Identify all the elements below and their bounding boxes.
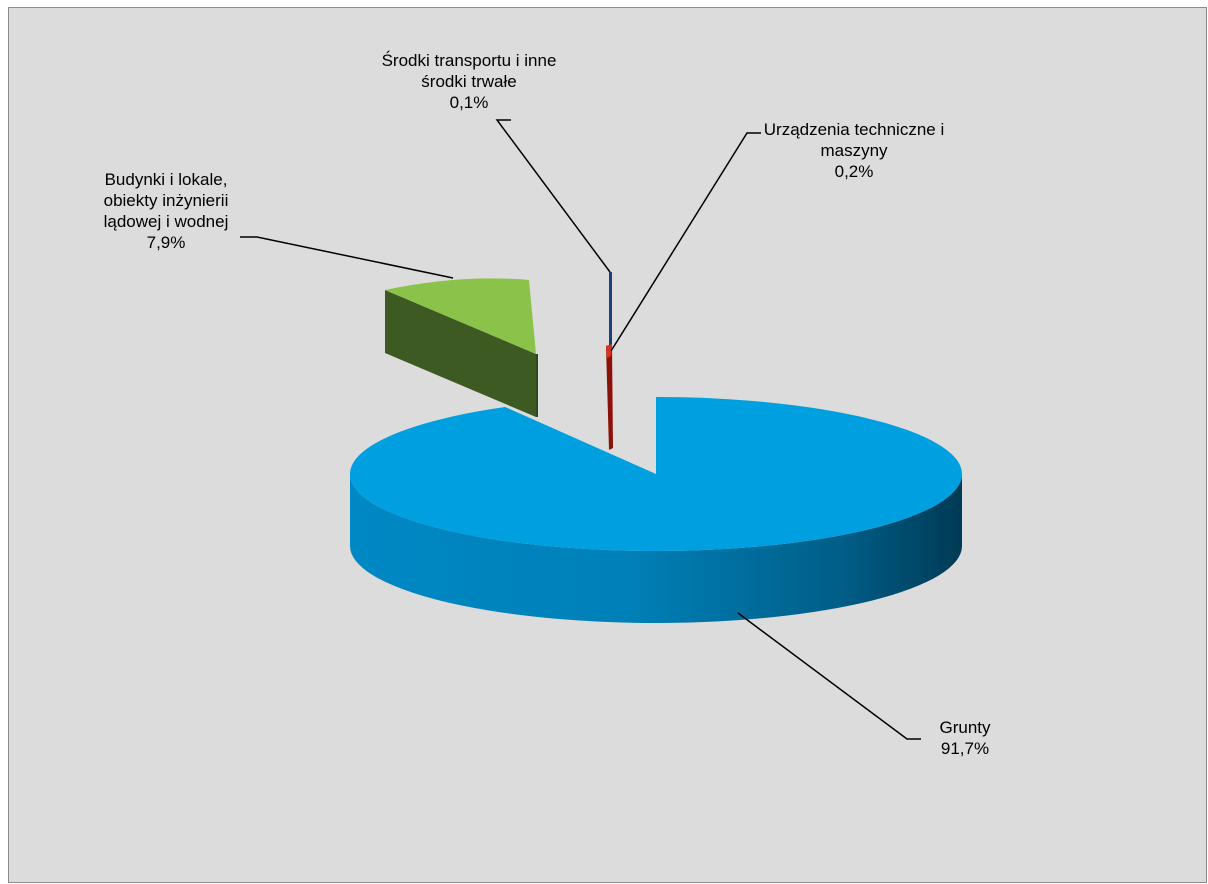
name-label-budynki: obiekty inżynierii (104, 191, 229, 210)
slice-grunty (350, 397, 963, 623)
slice-urzadzenia-top (606, 344, 612, 358)
name-label-urzadzenia: maszyny (820, 141, 888, 160)
name-label-budynki: Budynki i lokale, (105, 170, 228, 189)
value-label-srodki: 0,1% (450, 93, 489, 112)
leader-line-srodki (495, 119, 611, 273)
value-label-urzadzenia: 0,2% (835, 162, 874, 181)
name-label-urzadzenia: Urządzenia techniczne i (764, 120, 944, 139)
slice-grunty-side (350, 474, 962, 623)
name-label-grunty: Grunty (939, 718, 991, 737)
slice-budynki (385, 278, 538, 417)
pie-chart: Grunty 91,7% Budynki i lokale, obiekty inży… (104, 51, 991, 758)
leader-line-budynki (240, 236, 454, 279)
slice-budynki-side (385, 290, 536, 417)
value-label-budynki: 7,9% (147, 233, 186, 252)
name-label-srodki: Środki transportu i inne (382, 51, 557, 70)
slice-grunty-top (350, 397, 963, 551)
slice-srodki-body (609, 272, 612, 352)
slice-budynki-edge (536, 354, 538, 417)
label-srodki: Środki transportu i inne środki trwałe 0,1… (382, 51, 557, 112)
slice-srodki (609, 272, 612, 352)
leader-lines (240, 119, 921, 740)
value-label-grunty: 91,7% (941, 739, 989, 758)
label-urzadzenia: Urządzenia techniczne i maszyny 0,2% (764, 120, 944, 181)
slice-labels: Grunty 91,7% Budynki i lokale, obiekty inży… (104, 51, 991, 758)
pie-slices (350, 272, 963, 623)
leader-line-grunty (737, 612, 921, 740)
label-budynki: Budynki i lokale, obiekty inżynierii lądow… (104, 170, 229, 252)
name-label-srodki: środki trwałe (421, 72, 516, 91)
slice-budynki-top (385, 278, 536, 354)
leader-line-urzadzenia (610, 132, 761, 352)
label-grunty: Grunty 91,7% (939, 718, 991, 758)
name-label-budynki: lądowej i wodnej (104, 212, 229, 231)
slice-urzadzenia (606, 344, 613, 450)
chart-area: Grunty 91,7% Budynki i lokale, obiekty inży… (8, 7, 1207, 883)
slice-urzadzenia-side (606, 344, 613, 450)
